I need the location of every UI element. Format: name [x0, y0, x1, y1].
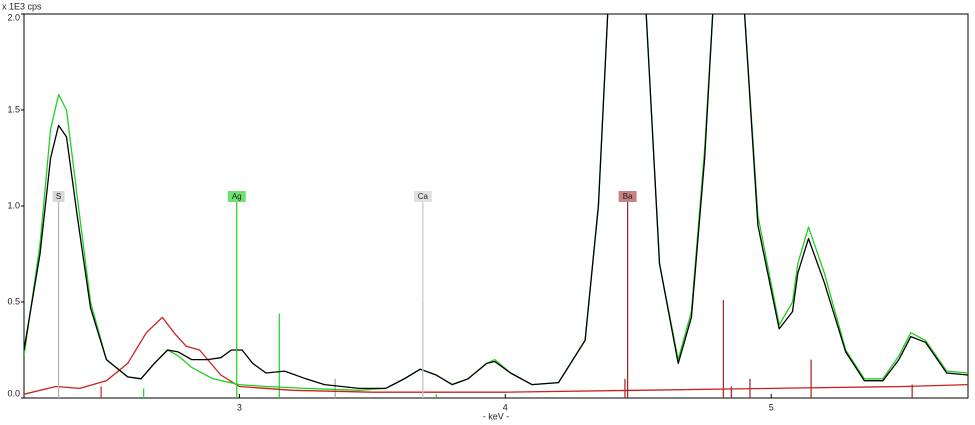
y-tick-label: 0.5: [7, 296, 20, 306]
marker-box: [413, 191, 432, 202]
marker-box: [227, 191, 246, 202]
marker-label: Ag: [232, 192, 242, 201]
y-tick-label: 2.0: [7, 12, 20, 22]
y-tick-label: 1.0: [7, 200, 20, 210]
x-tick-label: 5: [769, 402, 774, 412]
y-tick-label: 1.5: [7, 104, 20, 114]
marker-label: Ca: [418, 192, 429, 201]
spectrum-line: [24, 14, 968, 390]
x-axis-label: - keV -: [483, 411, 510, 421]
marker-label: Ba: [623, 192, 633, 201]
y-unit-label: x 1E3 cps: [2, 1, 42, 11]
plot-area: [23, 13, 969, 399]
x-tick-label: 3: [237, 402, 242, 412]
marker-label: S: [56, 192, 61, 201]
y-tick-label: 0.0: [7, 388, 20, 398]
marker-box: [52, 191, 65, 202]
marker-box: [618, 191, 637, 202]
x-tick-label: 4: [503, 402, 508, 412]
spectrum-line: [24, 316, 968, 395]
